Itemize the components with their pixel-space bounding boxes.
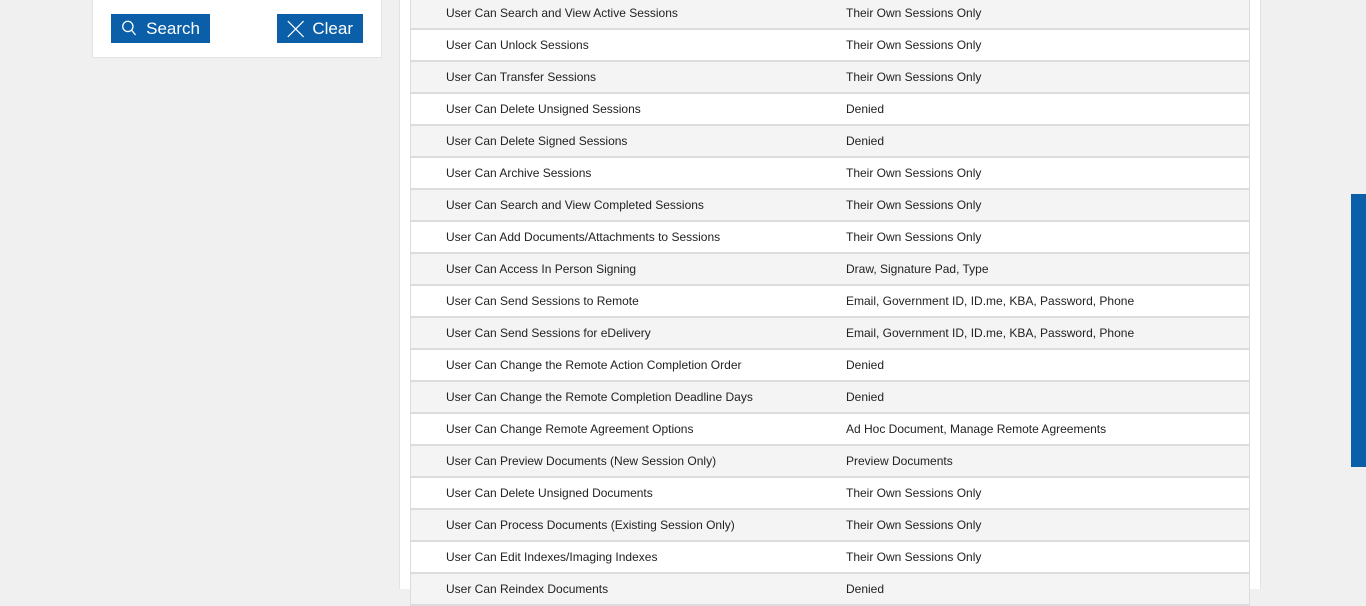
permission-value: Their Own Sessions Only (846, 198, 982, 212)
table-row: User Can Change the Remote Completion De… (410, 382, 1250, 414)
permission-name: User Can Send Sessions to Remote (446, 294, 639, 308)
permission-value: Their Own Sessions Only (846, 518, 982, 532)
table-row: User Can Transfer Sessions Their Own Sess… (410, 62, 1250, 94)
permission-name: User Can Add Documents/Attachments to Se… (446, 230, 721, 244)
close-icon (287, 20, 305, 37)
permission-value: Denied (846, 390, 885, 404)
permission-name: User Can Delete Unsigned Sessions (446, 102, 641, 116)
permission-name: User Can Change Remote Agreement Options (446, 422, 694, 436)
permissions-panel: User Can Search and View Active Sessions… (399, 0, 1261, 606)
permission-name: User Can Change the Remote Action Comple… (446, 358, 742, 372)
table-row: User Can Unlock Sessions Their Own Sessio… (410, 30, 1250, 62)
search-button[interactable]: Search (111, 14, 210, 43)
table-row: User Can Process Documents (Existing Ses… (410, 510, 1250, 542)
permission-value: Draw, Signature Pad, Type (846, 262, 989, 276)
permission-name: User Can Search and View Completed Sessi… (446, 198, 704, 212)
permission-value: Email, Government ID, ID.me, KBA, Passwo… (846, 326, 1135, 340)
permission-value: Their Own Sessions Only (846, 38, 982, 52)
permission-name: User Can Archive Sessions (446, 166, 592, 180)
table-row: User Can Delete Unsigned Sessions Denied (410, 94, 1250, 126)
permission-name: User Can Delete Unsigned Documents (446, 486, 653, 500)
scrollbar-thumb[interactable] (1351, 194, 1366, 467)
table-row: User Can Send Sessions for eDelivery Emai… (410, 318, 1250, 350)
permission-value: Denied (846, 134, 885, 148)
permission-value: Denied (846, 582, 885, 596)
permission-name: User Can Process Documents (Existing Ses… (446, 518, 735, 532)
permission-name: User Can Change the Remote Completion De… (446, 390, 753, 404)
search-label: Search (146, 18, 200, 38)
table-row: User Can Change Remote Agreement Options… (410, 414, 1250, 446)
permission-name: User Can Edit Indexes/Imaging Indexes (446, 550, 658, 564)
filter-panel: Search Clear (92, 0, 382, 58)
permission-value: Their Own Sessions Only (846, 486, 982, 500)
clear-button[interactable]: Clear (277, 14, 363, 43)
table-row: User Can Preview Documents (New Session … (410, 446, 1250, 478)
table-row: User Can Access In Person Signing Draw, S… (410, 254, 1250, 286)
table-row: User Can Change the Remote Action Comple… (410, 350, 1250, 382)
table-row: User Can Add Documents/Attachments to Se… (410, 222, 1250, 254)
permission-name: User Can Preview Documents (New Session … (446, 454, 717, 468)
permission-value: Email, Government ID, ID.me, KBA, Passwo… (846, 294, 1135, 308)
permission-name: User Can Transfer Sessions (446, 70, 597, 84)
permission-value: Their Own Sessions Only (846, 230, 982, 244)
clear-label: Clear (312, 18, 353, 38)
permission-value: Their Own Sessions Only (846, 6, 982, 20)
table-row: User Can Archive Sessions Their Own Sessi… (410, 158, 1250, 190)
permission-name: User Can Delete Signed Sessions (446, 134, 628, 148)
search-icon (122, 20, 137, 35)
table-row: User Can Search and View Completed Sessi… (410, 190, 1250, 222)
permission-name: User Can Send Sessions for eDelivery (446, 326, 651, 340)
permission-value: Denied (846, 358, 885, 372)
permissions-table: User Can Search and View Active Sessions… (410, 0, 1250, 606)
table-row: User Can Send Sessions to Remote Email, G… (410, 286, 1250, 318)
table-row: User Can Search and View Active Sessions… (410, 0, 1250, 30)
table-row: User Can Delete Unsigned Documents Their … (410, 478, 1250, 510)
permission-value: Ad Hoc Document, Manage Remote Agreement… (846, 422, 1107, 436)
permission-value: Their Own Sessions Only (846, 166, 982, 180)
table-row: User Can Delete Signed Sessions Denied (410, 126, 1250, 158)
table-row: User Can Reindex Documents Denied (410, 574, 1250, 606)
permission-value: Preview Documents (846, 454, 953, 468)
permission-name: User Can Reindex Documents (446, 582, 609, 596)
permission-name: User Can Unlock Sessions (446, 38, 589, 52)
permission-value: Their Own Sessions Only (846, 550, 982, 564)
permission-value: Their Own Sessions Only (846, 70, 982, 84)
table-row: User Can Edit Indexes/Imaging Indexes The… (410, 542, 1250, 574)
permission-value: Denied (846, 102, 885, 116)
permission-name: User Can Access In Person Signing (446, 262, 637, 276)
permission-name: User Can Search and View Active Sessions (446, 6, 678, 20)
